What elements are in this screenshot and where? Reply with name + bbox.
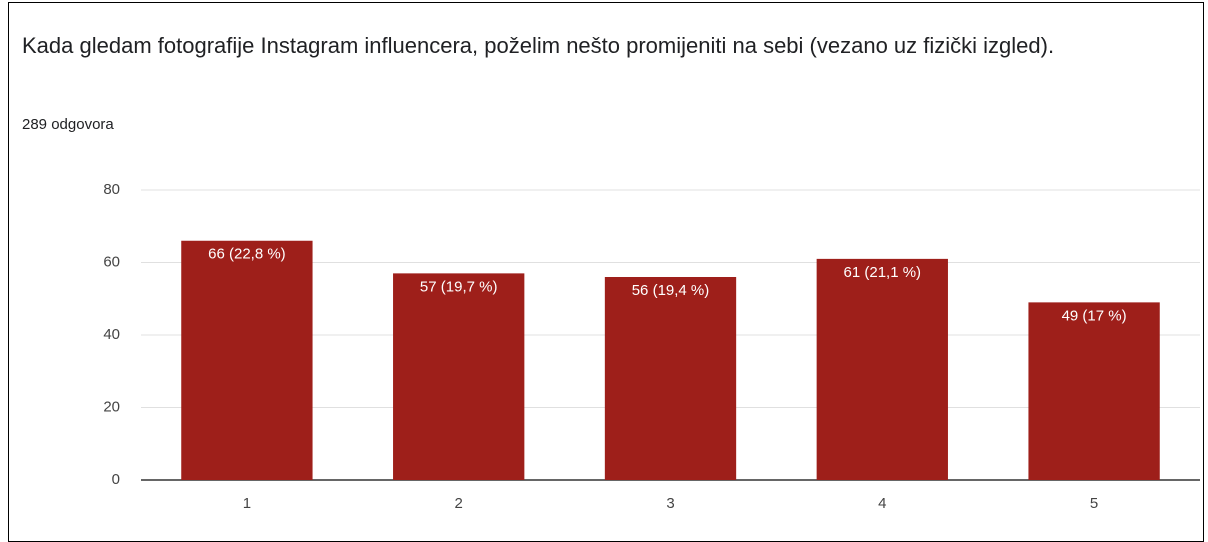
bar	[604, 277, 737, 480]
bar	[816, 258, 948, 480]
response-count: 289 odgovora	[22, 116, 114, 133]
x-tick-label: 2	[455, 495, 463, 512]
y-tick-label: 0	[112, 471, 120, 488]
bar	[1028, 302, 1160, 480]
x-tick-label: 1	[243, 495, 251, 512]
data-label: 66 (22,8 %)	[208, 246, 286, 263]
bar	[393, 273, 525, 480]
y-tick-label: 40	[103, 326, 120, 343]
x-tick-label: 3	[666, 495, 674, 512]
bar	[181, 240, 313, 480]
chart-title: Kada gledam fotografije Instagram influe…	[22, 33, 1055, 58]
y-tick-label: 80	[103, 181, 120, 198]
x-tick-label: 4	[878, 495, 886, 512]
y-tick-label: 20	[103, 398, 120, 415]
data-label: 61 (21,1 %)	[844, 264, 922, 281]
y-tick-label: 60	[103, 253, 120, 270]
x-tick-label: 5	[1090, 495, 1098, 512]
data-label: 49 (17 %)	[1062, 307, 1127, 324]
data-label: 56 (19,4 %)	[632, 282, 710, 299]
data-label: 57 (19,7 %)	[420, 278, 498, 295]
